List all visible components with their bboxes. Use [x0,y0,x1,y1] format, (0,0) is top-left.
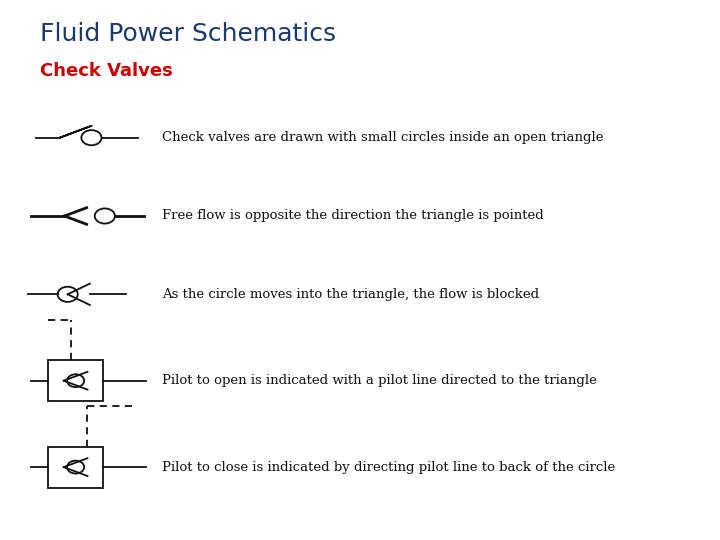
Bar [48,360,103,401]
Text: As the circle moves into the triangle, the flow is blocked: As the circle moves into the triangle, t… [162,288,539,301]
Text: Fluid Power Schematics: Fluid Power Schematics [40,22,336,45]
Text: Check valves are drawn with small circles inside an open triangle: Check valves are drawn with small circle… [162,131,603,144]
Text: Check Valves: Check Valves [40,62,172,80]
Text: Free flow is opposite the direction the triangle is pointed: Free flow is opposite the direction the … [162,210,544,222]
Text: Pilot to open is indicated with a pilot line directed to the triangle: Pilot to open is indicated with a pilot … [162,374,597,387]
Bar [48,447,103,488]
Text: Pilot to close is indicated by directing pilot line to back of the circle: Pilot to close is indicated by directing… [162,461,616,474]
